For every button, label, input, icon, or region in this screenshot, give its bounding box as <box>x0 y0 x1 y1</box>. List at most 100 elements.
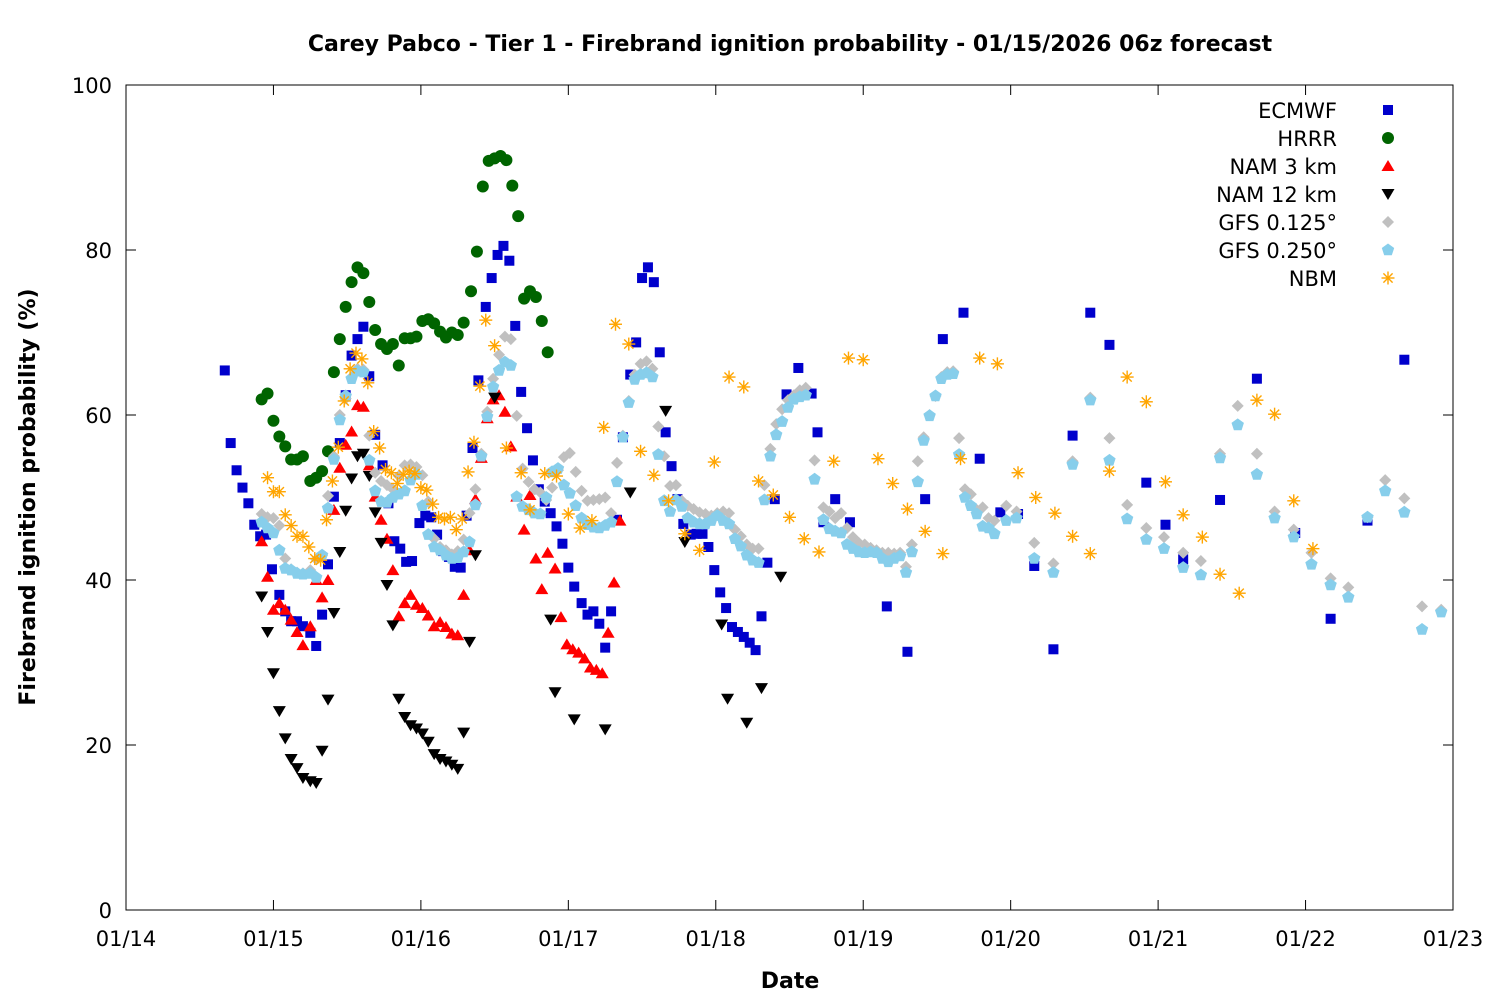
data-point <box>1028 552 1041 564</box>
data-point <box>732 626 743 637</box>
data-point <box>364 371 375 382</box>
data-point <box>764 442 777 455</box>
data-point <box>384 466 398 480</box>
data-point <box>1083 547 1097 561</box>
data-point <box>585 514 599 528</box>
data-point <box>1160 519 1171 530</box>
data-point <box>1140 533 1153 545</box>
data-point <box>1324 578 1337 591</box>
data-point <box>546 481 559 494</box>
data-point <box>1250 393 1264 407</box>
data-point <box>527 455 538 466</box>
data-point <box>1287 530 1300 543</box>
data-point <box>237 482 248 493</box>
data-point <box>522 475 535 488</box>
data-point <box>467 443 478 453</box>
data-point <box>361 376 375 390</box>
data-point <box>642 262 653 273</box>
data-point <box>911 475 924 488</box>
data-point <box>290 763 304 775</box>
data-point <box>1231 418 1244 431</box>
data-point <box>563 486 576 499</box>
data-point <box>498 405 512 417</box>
data-point <box>439 621 453 633</box>
data-point <box>369 466 382 479</box>
data-point <box>905 538 918 551</box>
data-point <box>1268 511 1281 524</box>
data-point <box>659 405 673 417</box>
legend: ECMWF HRRR NAM 3 km NAM 12 km GFS 0.125° GFS … <box>1216 99 1395 291</box>
data-point <box>449 561 460 572</box>
data-point <box>648 277 659 288</box>
data-point <box>492 249 503 260</box>
data-point <box>267 414 280 427</box>
data-point <box>339 300 352 313</box>
data-point <box>958 307 969 318</box>
data-point <box>1048 506 1062 520</box>
data-point <box>249 519 260 530</box>
data-point <box>231 465 242 476</box>
data-point <box>752 556 765 568</box>
legend-marker <box>1381 271 1395 285</box>
series-nam-12-km <box>255 392 788 789</box>
data-point <box>622 396 635 408</box>
data-point <box>783 510 796 524</box>
data-point <box>764 449 777 462</box>
data-point <box>274 589 285 600</box>
data-point <box>964 499 977 511</box>
data-point <box>647 468 661 482</box>
x-tick-label: 01/23 <box>1423 927 1484 951</box>
data-point <box>398 711 412 723</box>
data-point <box>545 508 556 519</box>
data-point <box>516 386 527 397</box>
data-point <box>1158 531 1171 544</box>
data-point <box>278 508 292 522</box>
data-point <box>322 559 333 570</box>
data-point <box>296 773 310 784</box>
data-point <box>523 489 537 501</box>
data-point <box>290 625 304 637</box>
data-point <box>1399 354 1410 365</box>
data-point <box>488 392 502 404</box>
data-point <box>363 453 376 466</box>
data-point <box>451 629 465 641</box>
data-point <box>415 602 429 614</box>
legend-label: NBM <box>1289 267 1337 291</box>
series-nam-3-km <box>255 389 627 679</box>
data-point <box>669 479 682 492</box>
data-point <box>432 529 443 540</box>
data-point <box>1178 554 1189 565</box>
series-nbm <box>261 313 1320 600</box>
data-point <box>504 359 517 371</box>
data-point <box>1342 590 1355 603</box>
data-point <box>575 484 588 497</box>
data-point <box>455 562 466 573</box>
data-point <box>255 531 266 542</box>
data-point <box>272 485 286 499</box>
data-point <box>1120 370 1134 384</box>
data-point <box>662 494 676 508</box>
data-point <box>426 512 437 523</box>
data-point <box>522 423 533 434</box>
data-point <box>830 494 841 505</box>
data-point <box>404 588 418 600</box>
data-point <box>392 610 406 622</box>
x-axis: 01/14 01/15 01/16 01/17 01/18 01/19 01/20 01/21… <box>96 85 1484 951</box>
data-point <box>722 370 736 384</box>
data-point <box>740 717 754 729</box>
x-tick-label: 01/20 <box>980 927 1041 951</box>
data-point <box>337 394 351 408</box>
data-point <box>678 537 692 549</box>
data-point <box>535 314 548 327</box>
data-point <box>544 614 558 626</box>
data-point <box>685 529 696 540</box>
data-point <box>1000 514 1013 526</box>
data-point <box>445 759 459 771</box>
data-point <box>535 583 549 595</box>
data-point <box>799 388 812 401</box>
data-point <box>1139 395 1153 409</box>
data-point <box>936 547 950 561</box>
data-point <box>345 425 359 437</box>
data-point <box>563 562 574 573</box>
